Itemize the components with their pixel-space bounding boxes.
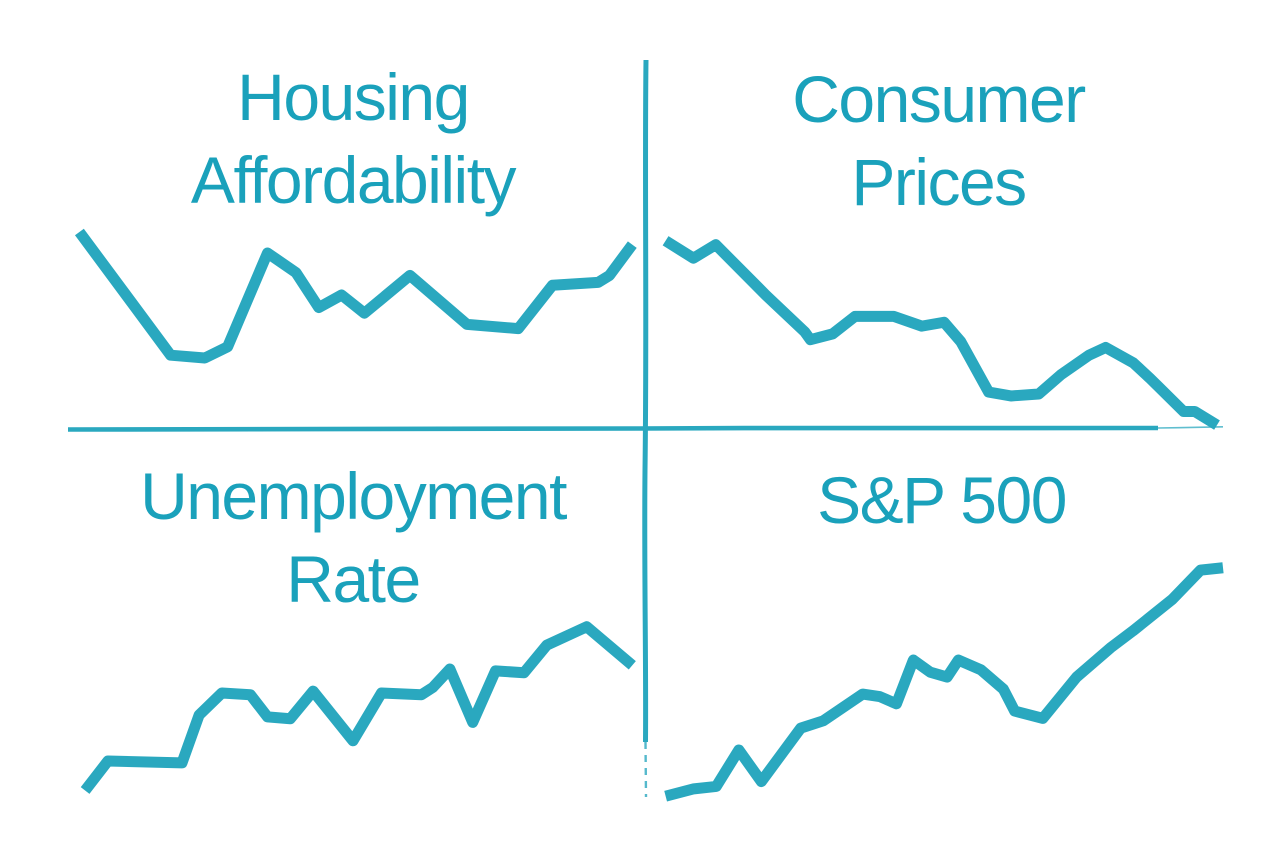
horizontal-divider-line	[67, 425, 1159, 432]
title-line: Prices	[851, 144, 1027, 219]
consumer-prices-title: Consumer Prices	[660, 58, 1217, 223]
vertical-divider-tail	[644, 741, 648, 798]
unemployment-rate-title: Unemployment Rate	[68, 455, 638, 620]
title-line: Consumer	[792, 62, 1086, 136]
sparkline-path	[85, 627, 632, 791]
unemployment-rate-sparkline	[68, 612, 638, 796]
sp500-sparkline	[660, 558, 1223, 801]
housing-affordability-title: Housing Affordability	[68, 56, 638, 221]
sparkline-path	[666, 241, 1217, 425]
title-line: Affordability	[190, 142, 517, 217]
housing-affordability-sparkline	[68, 225, 638, 365]
sparkline-path	[79, 232, 632, 358]
title-line: Unemployment	[140, 459, 567, 533]
sparkline-path	[666, 568, 1223, 796]
sp500-title: S&P 500	[660, 459, 1223, 542]
title-line: Housing	[237, 60, 470, 134]
title-line: S&P 500	[817, 463, 1067, 537]
consumer-prices-sparkline	[660, 233, 1217, 427]
title-line: Rate	[286, 541, 421, 616]
vertical-divider-line	[642, 59, 649, 743]
